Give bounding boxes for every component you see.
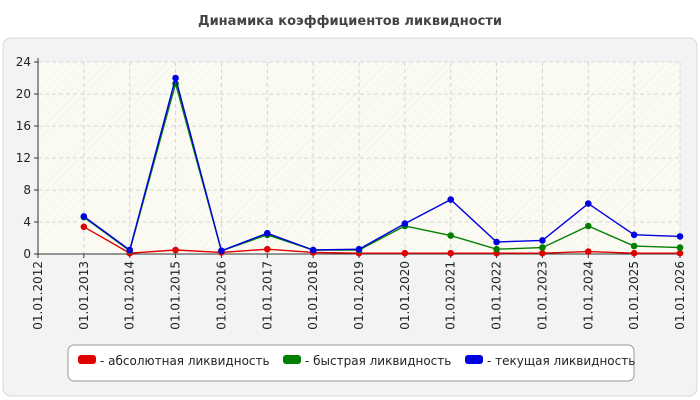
x-tick-label: 01.01.2025	[627, 261, 641, 330]
data-point-series-2	[630, 242, 638, 250]
x-tick-label: 01.01.2026	[673, 261, 687, 330]
data-point-series-3	[676, 233, 684, 240]
x-tick-label: 01.01.2024	[581, 261, 595, 330]
y-tick-label: 0	[23, 247, 31, 261]
y-tick-label: 4	[23, 215, 31, 229]
legend-swatch-1	[78, 355, 96, 364]
x-tick-label: 01.01.2022	[490, 261, 504, 330]
x-tick-label: 01.01.2015	[169, 261, 183, 330]
data-point-series-3	[126, 246, 134, 254]
x-tick-label: 01.01.2012	[31, 261, 45, 330]
data-point-series-1	[676, 249, 684, 257]
data-point-series-2	[539, 244, 546, 251]
data-point-series-3	[584, 200, 592, 207]
series-line-1	[83, 226, 680, 254]
data-point-series-1	[80, 223, 88, 231]
legend-swatch-2	[283, 355, 301, 364]
y-tick-label: 16	[16, 119, 31, 133]
data-point-series-3	[539, 237, 546, 244]
plot-layer: 0 4 8 12 16 20 24 01.01.2012 01.01.2013 01.01.201…	[16, 55, 687, 330]
data-point-series-1	[584, 248, 592, 255]
y-tick-label: 24	[16, 55, 31, 69]
legend-label-1: - абсолютная ликвидность	[100, 354, 270, 368]
data-point-series-3	[401, 220, 409, 227]
data-point-series-1	[630, 249, 638, 257]
data-point-series-1	[401, 249, 409, 257]
data-point-series-2	[493, 245, 500, 253]
x-tick-label: 01.01.2016	[214, 261, 228, 330]
legend-label-3: - текущая ликвидность	[487, 354, 635, 368]
data-point-series-2	[447, 232, 455, 239]
data-point-series-3	[355, 245, 363, 253]
x-tick-label: 01.01.2018	[306, 261, 320, 330]
legend-swatch-3	[465, 355, 483, 364]
y-tick-label: 20	[16, 87, 31, 101]
legend-box	[67, 344, 635, 382]
x-tick-label: 01.01.2021	[444, 261, 458, 330]
data-point-series-1	[172, 246, 179, 254]
y-tick-label: 12	[16, 151, 31, 165]
data-point-series-3	[309, 246, 317, 254]
data-point-series-3	[630, 231, 638, 239]
data-point-series-3	[80, 213, 88, 220]
legend: - абсолютная ликвидность - быстрая ликвид…	[67, 344, 635, 382]
legend-label-2: - быстрая ликвидность	[305, 354, 451, 368]
series-line-2	[83, 80, 681, 252]
x-tick-label: 01.01.2023	[535, 261, 549, 330]
x-tick-label: 01.01.2017	[260, 261, 274, 330]
data-point-series-3	[218, 247, 225, 255]
data-point-series-2	[584, 222, 592, 230]
data-point-series-3	[447, 196, 455, 203]
x-tick-label: 01.01.2014	[123, 261, 137, 330]
y-tick-label: 8	[23, 183, 31, 197]
series-line-3	[83, 75, 681, 252]
data-point-series-3	[172, 74, 179, 82]
data-point-series-3	[493, 238, 500, 246]
data-point-series-1	[539, 249, 546, 257]
data-point-series-3	[263, 229, 271, 237]
data-point-series-1	[263, 245, 271, 253]
x-tick-label: 01.01.2013	[77, 261, 91, 330]
x-tick-label: 01.01.2019	[352, 261, 366, 330]
data-point-series-1	[447, 249, 455, 257]
x-tick-label: 01.01.2020	[398, 261, 412, 330]
data-point-series-2	[676, 244, 684, 251]
chart-title: Динамика коэффициентов ликвидности	[198, 14, 502, 29]
